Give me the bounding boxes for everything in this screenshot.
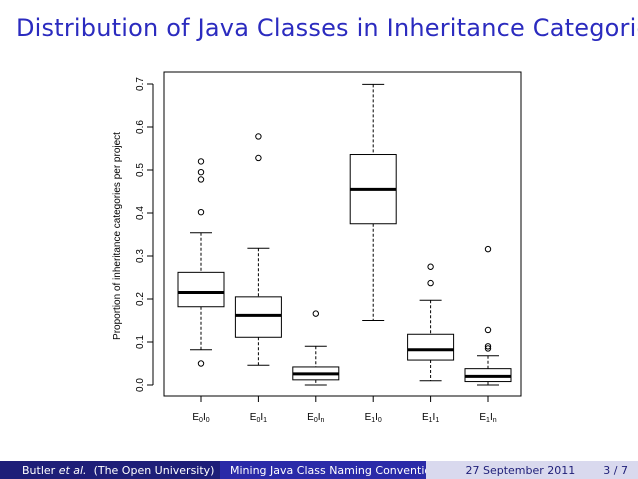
footer-affiliation: (The Open University) — [93, 463, 215, 477]
x-tick-text: I — [490, 412, 493, 423]
x-tick-text: E — [192, 412, 199, 423]
footer-date: 27 September 2011 — [465, 463, 576, 477]
outlier-point — [255, 133, 262, 140]
y-tick-label: 0.1 — [135, 335, 146, 349]
footer-author-etal: et al. — [58, 463, 87, 477]
footer-date-page: 27 September 2011 3 / 7 — [426, 461, 638, 479]
outlier-point — [197, 208, 205, 216]
outlier-point — [484, 326, 492, 334]
x-tick-text: I — [318, 412, 321, 423]
y-tick-label: 0.4 — [135, 206, 146, 220]
x-tick-text: I — [375, 412, 378, 423]
boxes-group — [177, 83, 512, 386]
box-iqr — [177, 271, 225, 308]
box-2 — [234, 133, 282, 366]
x-axis: E0I0 E0I1 E0In E1I0 E1I1 E1In — [192, 395, 497, 424]
x-tick-text: E — [307, 412, 314, 423]
y-tick-label: 0.5 — [135, 163, 146, 177]
footer-talk-title: Mining Java Class Naming Conventions — [220, 461, 444, 479]
x-tick-subscript: 0 — [206, 417, 210, 424]
box-5 — [407, 263, 455, 382]
outlier-point — [197, 176, 205, 183]
x-tick-subscript: 1 — [435, 417, 439, 424]
footer-author: Butler et al. (The Open University) — [0, 461, 220, 479]
y-tick-label: 0.0 — [135, 378, 146, 392]
y-tick-label: 0.7 — [135, 77, 146, 91]
x-tick-text: E — [479, 412, 486, 423]
x-tick-text: I — [260, 412, 263, 423]
x-tick-label: E1I0 — [365, 412, 382, 424]
x-tick-subscript: n — [321, 417, 325, 424]
x-tick-label: E0In — [307, 412, 324, 424]
x-tick-label: E1I1 — [422, 412, 439, 424]
x-tick-text: I — [203, 412, 206, 423]
slide-title: Distribution of Java Classes in Inherita… — [16, 14, 638, 42]
boxplot-chart: 0.0 0.1 0.2 0.3 0.4 0.5 0.6 0.7 Proportion of i… — [112, 71, 522, 424]
footer-bar: Butler et al. (The Open University) Mini… — [0, 461, 638, 479]
y-axis: 0.0 0.1 0.2 0.3 0.4 0.5 0.6 0.7 — [135, 77, 154, 392]
x-tick-subscript: 1 — [263, 417, 267, 424]
outlier-point — [484, 245, 492, 253]
x-tick-subscript: 0 — [378, 417, 382, 424]
outlier-point — [197, 168, 205, 176]
x-tick-label: E0I0 — [192, 412, 209, 424]
x-tick-subscript: 0 — [314, 417, 318, 424]
x-tick-text: E — [422, 412, 429, 423]
x-tick-subscript: 0 — [256, 417, 260, 424]
box-iqr — [407, 333, 455, 361]
box-iqr — [234, 296, 282, 338]
outlier-point — [312, 310, 319, 317]
y-tick-label: 0.3 — [135, 249, 146, 263]
x-tick-subscript: 0 — [199, 417, 203, 424]
box-6 — [464, 245, 512, 386]
outlier-point — [197, 158, 205, 165]
outlier-point — [255, 154, 262, 162]
outlier-point — [197, 360, 205, 367]
y-tick-label: 0.2 — [135, 292, 146, 306]
footer-page-number: 3 / 7 — [603, 463, 628, 477]
box-4 — [349, 83, 397, 321]
footer-author-name: Butler — [22, 463, 56, 477]
x-tick-label: E0I1 — [250, 412, 267, 424]
x-tick-subscript: 1 — [429, 417, 433, 424]
box-1 — [177, 158, 225, 367]
outlier-point — [427, 263, 434, 270]
outlier-point — [427, 279, 434, 287]
y-tick-label: 0.6 — [135, 120, 146, 134]
x-tick-text: E — [365, 412, 372, 423]
x-tick-subscript: n — [493, 417, 497, 424]
x-tick-text: E — [250, 412, 257, 423]
outlier-point — [484, 343, 492, 350]
outlier-point — [484, 345, 492, 352]
x-tick-text: I — [433, 412, 436, 423]
x-tick-label: E1In — [479, 412, 496, 424]
box-3 — [292, 310, 340, 386]
y-axis-label: Proportion of inheritance categories per… — [112, 132, 123, 340]
x-tick-subscript: 1 — [486, 417, 490, 424]
plot-frame — [163, 71, 522, 397]
x-tick-subscript: 1 — [371, 417, 375, 424]
